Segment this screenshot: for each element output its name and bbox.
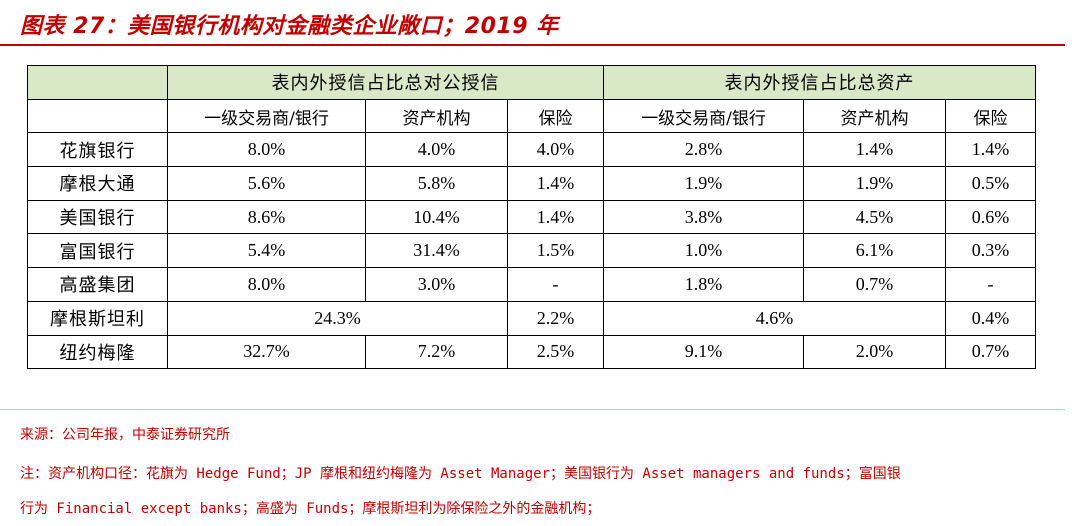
row-label: 富国银行	[27, 233, 168, 269]
sub-header-corner	[27, 98, 168, 134]
table-cell: 3.8%	[603, 199, 805, 235]
table-cell: 0.6%	[945, 199, 1037, 235]
table-cell: 3.0%	[365, 267, 508, 302]
table-row: 富国银行 5.4% 31.4% 1.5% 1.0% 6.1% 0.3%	[27, 233, 1037, 269]
table-cell: 1.5%	[506, 233, 605, 269]
group-header-total-assets: 表内外授信占比总资产	[603, 65, 1037, 100]
sub-header: 一级交易商/银行	[167, 98, 366, 134]
table-cell: 1.4%	[506, 199, 605, 235]
table-cell: 0.4%	[945, 300, 1037, 336]
sub-header: 保险	[506, 98, 605, 134]
table-row: 花旗银行 8.0% 4.0% 4.0% 2.8% 1.4% 1.4%	[27, 132, 1037, 168]
table-cell: 31.4%	[365, 233, 508, 269]
table-cell: 5.8%	[365, 166, 508, 201]
row-label: 纽约梅隆	[27, 334, 168, 370]
table-cell: 2.5%	[506, 334, 605, 370]
source-note: 来源：公司年报，中泰证券研究所	[20, 427, 230, 443]
sub-header: 一级交易商/银行	[603, 98, 805, 134]
row-label: 美国银行	[27, 199, 168, 235]
table-cell: 5.6%	[167, 166, 366, 201]
exposure-table: 表内外授信占比总对公授信 表内外授信占比总资产 一级交易商/银行 资产机构 保险…	[27, 65, 1037, 370]
table-cell: 1.9%	[803, 166, 947, 201]
table-cell: 4.0%	[365, 132, 508, 168]
table-cell: 10.4%	[365, 199, 508, 235]
table-cell-merged: 24.3%	[167, 300, 508, 336]
table-cell: 5.4%	[167, 233, 366, 269]
footnote-line: 行为 Financial except banks；高盛为 Funds；摩根斯坦…	[20, 501, 601, 517]
table-cell: 2.8%	[603, 132, 805, 168]
table-row: 美国银行 8.6% 10.4% 1.4% 3.8% 4.5% 0.6%	[27, 199, 1037, 235]
group-header-corp-credit: 表内外授信占比总对公授信	[166, 65, 605, 100]
table-cell: 2.0%	[803, 334, 947, 370]
sub-header: 资产机构	[803, 98, 947, 134]
row-label: 高盛集团	[27, 267, 168, 302]
row-label: 花旗银行	[27, 132, 168, 168]
divider	[0, 409, 1065, 410]
table-cell: 1.4%	[803, 132, 947, 168]
table-cell: 8.0%	[167, 267, 366, 302]
group-header-row: 表内外授信占比总对公授信 表内外授信占比总资产	[27, 65, 1037, 100]
table-row: 摩根斯坦利 24.3% 2.2% 4.6% 0.4%	[27, 300, 1037, 336]
header-corner	[27, 65, 168, 100]
table-cell: 0.3%	[945, 233, 1037, 269]
table-cell: 1.4%	[506, 166, 605, 201]
sub-header: 保险	[945, 98, 1037, 134]
row-label: 摩根大通	[27, 166, 168, 201]
table-cell: 9.1%	[603, 334, 805, 370]
footnote-line: 注：资产机构口径：花旗为 Hedge Fund；JP 摩根和纽约梅隆为 Asse…	[20, 466, 901, 482]
table-cell: 4.0%	[506, 132, 605, 168]
table-cell: 2.2%	[506, 300, 605, 336]
page-title: 图表 27：美国银行机构对金融类企业敞口；2019 年	[20, 14, 559, 39]
table-cell: 1.0%	[603, 233, 805, 269]
table-cell: 1.9%	[603, 166, 805, 201]
title-bar: 图表 27：美国银行机构对金融类企业敞口；2019 年	[0, 0, 1065, 46]
table-cell: 7.2%	[365, 334, 508, 370]
row-label: 摩根斯坦利	[27, 300, 168, 336]
table-cell: 4.5%	[803, 199, 947, 235]
table-cell: 8.0%	[167, 132, 366, 168]
table-cell: 0.7%	[803, 267, 947, 302]
table-cell: 8.6%	[167, 199, 366, 235]
table-cell: 32.7%	[167, 334, 366, 370]
table-row: 摩根大通 5.6% 5.8% 1.4% 1.9% 1.9% 0.5%	[27, 166, 1037, 201]
table-cell: 6.1%	[803, 233, 947, 269]
table-cell: 0.7%	[945, 334, 1037, 370]
table-cell: -	[506, 267, 605, 302]
table-row: 纽约梅隆 32.7% 7.2% 2.5% 9.1% 2.0% 0.7%	[27, 334, 1037, 370]
table-cell: 0.5%	[945, 166, 1037, 201]
sub-header: 资产机构	[365, 98, 508, 134]
table-cell-merged: 4.6%	[603, 300, 947, 336]
table-container: 表内外授信占比总对公授信 表内外授信占比总资产 一级交易商/银行 资产机构 保险…	[27, 65, 1037, 370]
table-cell: 1.8%	[603, 267, 805, 302]
table-row: 高盛集团 8.0% 3.0% - 1.8% 0.7% -	[27, 267, 1037, 302]
table-cell: 1.4%	[945, 132, 1037, 168]
sub-header-row: 一级交易商/银行 资产机构 保险 一级交易商/银行 资产机构 保险	[27, 98, 1037, 134]
table-cell: -	[945, 267, 1037, 302]
